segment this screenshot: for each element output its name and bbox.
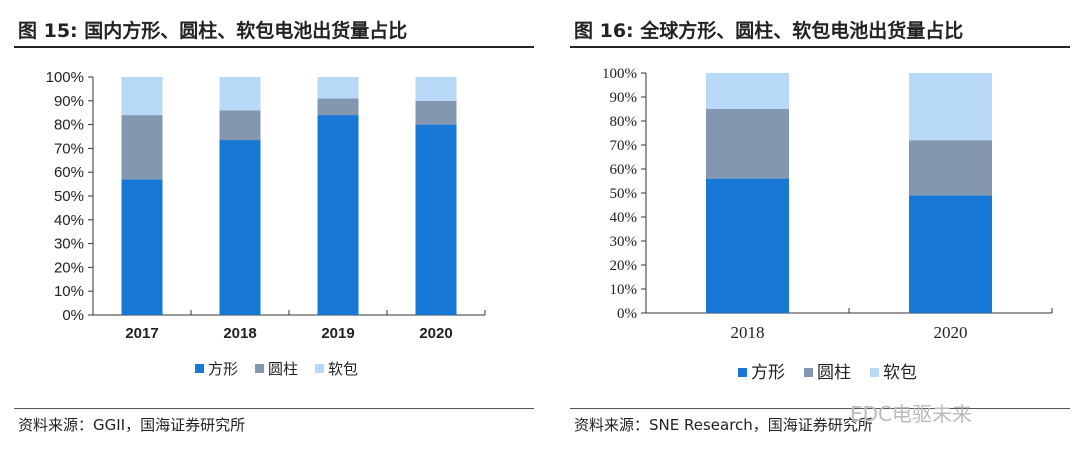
x-tick-label: 2017	[125, 325, 158, 342]
x-tick-label: 2018	[223, 325, 256, 342]
bar-2019-1	[317, 98, 359, 116]
legend-label: 软包	[328, 360, 358, 378]
y-tick-label: 30%	[54, 236, 84, 253]
y-tick-label: 10%	[610, 282, 638, 298]
source-rule	[14, 408, 534, 409]
bar-2020-1	[909, 140, 992, 196]
legend-swatch	[870, 368, 879, 377]
legend-label: 圆柱	[268, 360, 298, 378]
bar-2017-1	[121, 115, 163, 180]
bar-2018-0	[219, 140, 261, 315]
bar-2018-1	[706, 109, 789, 179]
legend-label: 方形	[208, 360, 238, 378]
title-rule	[570, 46, 1070, 48]
y-tick-label: 40%	[54, 212, 84, 229]
y-tick-label: 60%	[54, 164, 84, 181]
y-tick-label: 0%	[62, 307, 84, 324]
legend-swatch	[315, 364, 324, 373]
legend-swatch	[738, 368, 747, 377]
legend-swatch	[195, 364, 204, 373]
watermark: EDC电驱未来	[850, 402, 973, 426]
bar-2018-0	[706, 178, 789, 313]
x-tick-label: 2020	[419, 325, 452, 342]
y-tick-label: 30%	[610, 234, 638, 250]
legend-swatch	[804, 368, 813, 377]
source-rule	[570, 408, 1070, 409]
bar-2018-2	[706, 73, 789, 109]
bar-2019-2	[317, 77, 359, 99]
x-tick-label: 2018	[731, 323, 765, 342]
y-tick-label: 100%	[602, 66, 637, 82]
legend-label: 方形	[751, 363, 785, 383]
bar-2018-1	[219, 110, 261, 141]
chart1-title: 图 15: 国内方形、圆柱、软包电池出货量占比	[18, 20, 408, 42]
bar-2017-2	[121, 77, 163, 116]
y-tick-label: 90%	[54, 93, 84, 110]
bar-2017-0	[121, 179, 163, 315]
y-tick-label: 20%	[610, 258, 638, 274]
bar-2020-1	[415, 100, 457, 125]
y-tick-label: 40%	[610, 210, 638, 226]
y-tick-label: 10%	[54, 283, 84, 300]
bar-2020-0	[415, 124, 457, 315]
legend-label: 软包	[883, 363, 917, 383]
y-tick-label: 70%	[610, 138, 638, 154]
y-tick-label: 70%	[54, 140, 84, 157]
chart1-source: 资料来源：GGII，国海证券研究所	[18, 416, 246, 434]
y-tick-label: 80%	[54, 117, 84, 134]
y-tick-label: 20%	[54, 259, 84, 276]
bar-2018-2	[219, 77, 261, 111]
y-tick-label: 0%	[617, 306, 637, 322]
legend-label: 圆柱	[817, 363, 851, 383]
y-tick-label: 100%	[46, 69, 84, 86]
chart2-title: 图 16: 全球方形、圆柱、软包电池出货量占比	[574, 20, 964, 42]
bar-2020-2	[415, 77, 457, 101]
bar-2019-0	[317, 115, 359, 315]
y-tick-label: 50%	[610, 186, 638, 202]
x-tick-label: 2020	[934, 323, 968, 342]
y-tick-label: 50%	[54, 188, 84, 205]
bar-2020-2	[909, 73, 992, 141]
y-tick-label: 80%	[610, 114, 638, 130]
y-tick-label: 90%	[610, 90, 638, 106]
x-tick-label: 2019	[321, 325, 354, 342]
y-tick-label: 60%	[610, 162, 638, 178]
bar-2020-0	[909, 195, 992, 313]
title-rule	[14, 46, 534, 48]
legend-swatch	[255, 364, 264, 373]
chart2-source: 资料来源：SNE Research，国海证券研究所	[574, 416, 873, 434]
